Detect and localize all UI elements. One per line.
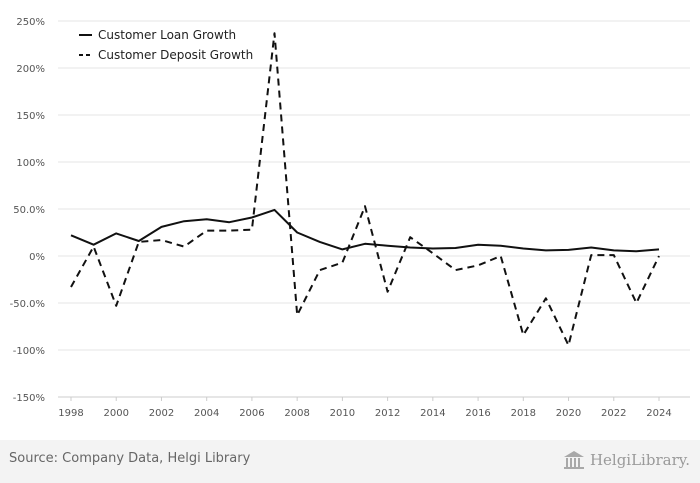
x-tick-label: 2022 [601, 408, 626, 419]
x-tick-label: 2016 [465, 408, 490, 419]
library-building-icon [563, 451, 584, 469]
series-line-customer-deposit-growth [70, 32, 660, 347]
x-tick-label: 2000 [104, 408, 129, 419]
y-tick-label: 250% [16, 17, 45, 28]
x-tick-label: 2020 [556, 408, 581, 419]
line-chart: 250% 200% 150% 100% 50.0% 0% -50.0% -100% -150% 1… [10, 17, 690, 419]
source-note: Source: Company Data, Helgi Library [9, 451, 251, 466]
y-tick-label: 200% [16, 64, 45, 75]
chart-canvas: 250% 200% 150% 100% 50.0% 0% -50.0% -100% -150% 1… [10, 17, 690, 419]
y-tick-label: 100% [16, 158, 45, 169]
y-tick-label: 150% [16, 111, 45, 122]
x-tick-label: 2024 [646, 408, 671, 419]
y-tick-label: -50.0% [10, 299, 45, 310]
legend-label: Customer Deposit Growth [98, 48, 253, 62]
y-tick-label: 0% [29, 252, 45, 263]
x-tick-label: 2018 [511, 408, 536, 419]
y-tick-label: -100% [13, 346, 45, 357]
x-tick-label: 1998 [58, 408, 83, 419]
x-tick-label: 2004 [194, 408, 219, 419]
chart-footer: Source: Company Data, Helgi Library Helg… [0, 440, 700, 483]
y-tick-label: 50.0% [13, 205, 45, 216]
helgi-library-logo[interactable]: HelgiLibrary. [562, 449, 690, 471]
x-tick-label: 2002 [149, 408, 174, 419]
x-tick-label: 2010 [330, 408, 355, 419]
logo-text: HelgiLibrary. [589, 451, 690, 469]
x-tick-label: 2006 [239, 408, 264, 419]
legend-label: Customer Loan Growth [98, 28, 236, 42]
series-line-customer-loan-growth [70, 208, 660, 253]
x-tick-label: 2012 [375, 408, 400, 419]
x-tick-label: 2014 [420, 408, 445, 419]
x-tick-label: 2008 [284, 408, 309, 419]
y-tick-label: -150% [13, 393, 45, 404]
